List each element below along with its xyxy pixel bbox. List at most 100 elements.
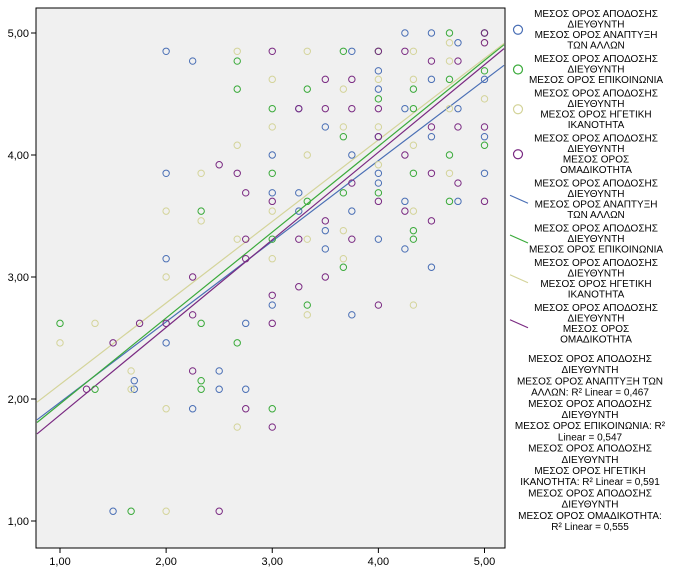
- r2-label-series-4: R² Linear = 0,555: [551, 522, 629, 533]
- point-s3-32: [409, 141, 418, 149]
- r2-label-series-2: ΜΕΣΟΣ ΟΡΟΣ ΑΠΟΔΟΣΗΣ: [528, 399, 652, 410]
- point-s1-40: [427, 75, 436, 84]
- r2-label-series-1: ΑΛΛΩΝ: R² Linear = 0,467: [531, 388, 649, 399]
- point-s1-46: [480, 133, 489, 141]
- point-s3-38: [445, 169, 454, 178]
- legend-line-series-3: [509, 274, 529, 284]
- legend-label: ΔΙΕΥΘΥΝΤΗ: [568, 99, 625, 110]
- point-s4-8: [215, 161, 223, 169]
- point-s1-6: [162, 255, 170, 263]
- fit-line-series-3: [36, 42, 505, 403]
- point-s4-48: [480, 123, 489, 131]
- point-s1-26: [348, 311, 356, 319]
- point-s3-22: [303, 311, 311, 319]
- point-s4-47: [480, 39, 489, 47]
- point-s2-10: [233, 339, 241, 347]
- point-s1-7: [162, 339, 170, 347]
- point-s2-18: [339, 47, 348, 55]
- point-s3-12: [233, 141, 241, 149]
- point-s1-10: [215, 367, 223, 375]
- point-s4-11: [242, 189, 250, 197]
- point-s4-42: [427, 217, 436, 225]
- point-s4-2: [109, 339, 117, 347]
- legend-marker-series-3: [512, 104, 524, 115]
- point-s4-12: [242, 235, 250, 243]
- point-s2-32: [445, 151, 454, 159]
- legend-line-label: ΔΙΕΥΘΥΝΤΗ: [568, 234, 625, 245]
- point-s4-1: [82, 385, 91, 393]
- r2-label-series-1: ΜΕΣΟΣ ΟΡΟΣ ΑΠΟΔΟΣΗΣ: [528, 354, 652, 365]
- fit-line-series-4: [36, 48, 505, 435]
- r2-label-series-4: ΜΕΣΟΣ ΟΡΟΣ ΟΜΑΔΙΚΟΤΗΤΑ:: [518, 511, 662, 522]
- point-s2-2: [91, 385, 99, 393]
- point-s3-1: [56, 339, 64, 347]
- legend: ΜΕΣΟΣ ΟΡΟΣ ΑΠΟΔΟΣΗΣ ΔΙΕΥΘΥΝΤΗ ΜΕΣΟΣ ΟΡΟΣ …: [509, 9, 663, 346]
- point-s2-19: [339, 133, 348, 141]
- r2-label-series-4: ΜΕΣΟΣ ΟΡΟΣ ΑΠΟΔΟΣΗΣ: [528, 488, 652, 499]
- fit-lines: [36, 42, 505, 435]
- point-s4-17: [268, 291, 276, 299]
- point-s4-33: [374, 133, 383, 141]
- legend-label: ΤΩΝ ΑΛΛΩΝ: [567, 41, 625, 52]
- point-s3-4: [127, 385, 135, 393]
- point-s4-9: [215, 507, 223, 515]
- r2-label-series-1: ΔΙΕΥΘΥΝΤΗ: [562, 365, 619, 376]
- legend-marker-series-1: [512, 24, 524, 35]
- legend-label: ΜΕΣΟΣ ΟΡΟΣ ΑΠΟΔΟΣΗΣ: [534, 9, 658, 20]
- point-s1-2: [130, 377, 138, 385]
- point-s3-30: [409, 47, 418, 55]
- point-s2-3: [127, 507, 135, 515]
- point-s4-3: [135, 319, 144, 328]
- y-tick-label: 2,00: [8, 394, 29, 406]
- point-s2-1: [56, 319, 64, 328]
- point-s4-36: [401, 47, 409, 55]
- point-s4-18: [268, 319, 276, 328]
- point-s4-31: [374, 47, 383, 55]
- point-s1-9: [188, 405, 197, 413]
- x-tick-label: 4,00: [368, 556, 389, 568]
- point-s1-13: [242, 319, 250, 328]
- point-s4-39: [427, 57, 436, 65]
- point-s4-13: [242, 255, 250, 263]
- r2-label-series-2: ΜΕΣΟΣ ΟΡΟΣ ΕΠΙΚΟΙΝΩΝΙΑ: R²: [515, 421, 666, 432]
- point-s4-6: [188, 367, 197, 375]
- point-s1-37: [427, 29, 436, 37]
- point-s3-26: [339, 255, 348, 263]
- r2-label-series-2: Linear = 0,547: [558, 432, 623, 443]
- legend-label: ΜΕΣΟΣ ΟΡΟΣ ΕΠΙΚΟΙΝΩΝΙΑ: [529, 75, 663, 86]
- point-s4-20: [295, 104, 303, 113]
- legend-line-label: ΟΜΑΔΙΚΟΤΗΤΑ: [560, 335, 632, 346]
- x-tick-label: 1,00: [49, 556, 70, 568]
- point-s3-20: [303, 151, 311, 159]
- point-s1-20: [321, 123, 330, 131]
- point-s2-24: [374, 189, 383, 197]
- point-s3-34: [409, 301, 418, 309]
- point-s1-47: [480, 169, 489, 178]
- point-s3-9: [197, 169, 205, 178]
- point-s2-4: [197, 207, 205, 215]
- point-s3-13: [233, 235, 241, 243]
- x-tick-label: 2,00: [155, 556, 176, 568]
- r2-label-series-3: ΙΚΑΝΟΤΗΤΑ: R² Linear = 0,591: [520, 477, 660, 488]
- point-s4-46: [480, 29, 489, 37]
- point-s4-49: [480, 197, 489, 206]
- point-s3-19: [303, 47, 311, 55]
- legend-label: ΔΙΕΥΘΥΝΤΗ: [568, 65, 625, 76]
- point-s3-23: [339, 85, 348, 93]
- point-s1-42: [454, 104, 462, 113]
- point-s2-8: [233, 57, 241, 65]
- point-s4-45: [454, 179, 462, 187]
- point-s1-14: [268, 301, 276, 309]
- point-s3-33: [409, 207, 418, 215]
- point-s2-9: [233, 85, 241, 93]
- fit-line-series-2: [36, 44, 505, 423]
- point-s1-23: [348, 47, 356, 55]
- point-s1-35: [401, 197, 409, 206]
- point-s3-35: [445, 39, 454, 47]
- y-tick-label: 4,00: [8, 150, 29, 162]
- point-s2-7: [197, 385, 205, 393]
- point-s3-11: [233, 47, 241, 55]
- point-s3-3: [127, 367, 135, 375]
- point-s3-24: [339, 123, 348, 131]
